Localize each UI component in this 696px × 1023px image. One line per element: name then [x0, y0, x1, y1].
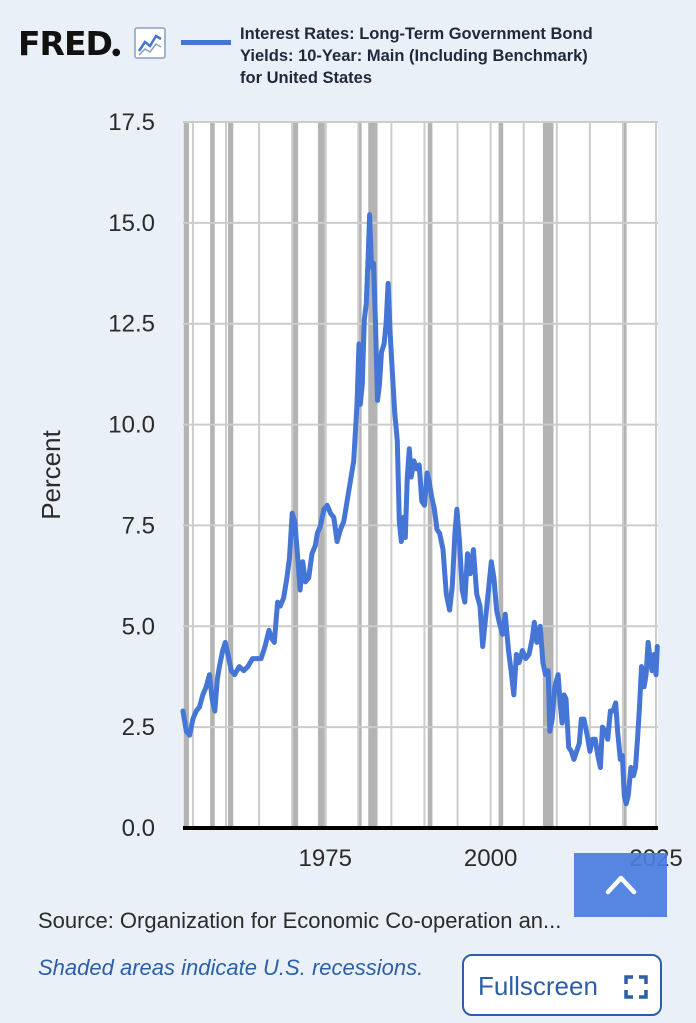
y-tick-label-0.0: 0.0	[122, 815, 155, 842]
fullscreen-button[interactable]: Fullscreen	[462, 954, 662, 1016]
y-tick-label-17.5: 17.5	[108, 109, 155, 136]
y-tick-label-2.5: 2.5	[122, 714, 155, 741]
series-line-0	[180, 212, 660, 807]
y-axis-ticks: 0.0 2.5 5.0 7.5 10.0 12.5 15.0 17.5	[108, 109, 155, 842]
chevron-up-icon	[605, 875, 637, 895]
fullscreen-label: Fullscreen	[478, 971, 598, 1001]
recession-band-0	[183, 122, 189, 828]
x-tick-label-1975: 1975	[299, 845, 352, 872]
recession-band-10	[623, 122, 627, 828]
recession-band-3	[291, 122, 299, 828]
scroll-to-top-button[interactable]	[574, 853, 667, 917]
recession-band-4	[317, 122, 327, 828]
gridlines	[183, 121, 658, 828]
line-chart: Percent 0.0 2.5 5.0 7.5 10.0 12.5 15.0 17.5 197…	[36, 109, 683, 872]
recession-band-8	[498, 122, 504, 828]
recession-band-1	[210, 122, 215, 828]
fullscreen-icon	[624, 975, 648, 999]
legend-swatch	[181, 40, 231, 45]
fred-logo[interactable]: FRED●	[18, 24, 121, 63]
y-tick-label-5.0: 5.0	[122, 613, 155, 640]
x-tick-label-2000: 2000	[464, 845, 517, 872]
legend-label: Interest Rates: Long-Term Government Bon…	[240, 25, 593, 87]
fred-logo-text: FRED	[18, 24, 113, 63]
recession-band-9	[542, 122, 554, 828]
line-chart-icon[interactable]	[134, 27, 166, 59]
chart-header: FRED● Interest Rates: Long-Term Governme…	[18, 20, 678, 90]
recession-note[interactable]: Shaded areas indicate U.S. recessions.	[38, 955, 424, 980]
y-tick-label-10.0: 10.0	[108, 412, 155, 439]
recession-band-2	[227, 122, 234, 828]
y-axis-label: Percent	[36, 429, 66, 519]
recession-band-6	[368, 122, 378, 828]
fred-logo-registered-dot: ●	[111, 47, 121, 58]
y-tick-label-15.0: 15.0	[108, 210, 155, 237]
recession-band-5	[358, 122, 362, 828]
source-text[interactable]: Source: Organization for Economic Co-ope…	[38, 908, 562, 933]
y-tick-label-12.5: 12.5	[108, 311, 155, 338]
y-tick-label-7.5: 7.5	[122, 512, 155, 539]
series-layer	[180, 212, 660, 807]
